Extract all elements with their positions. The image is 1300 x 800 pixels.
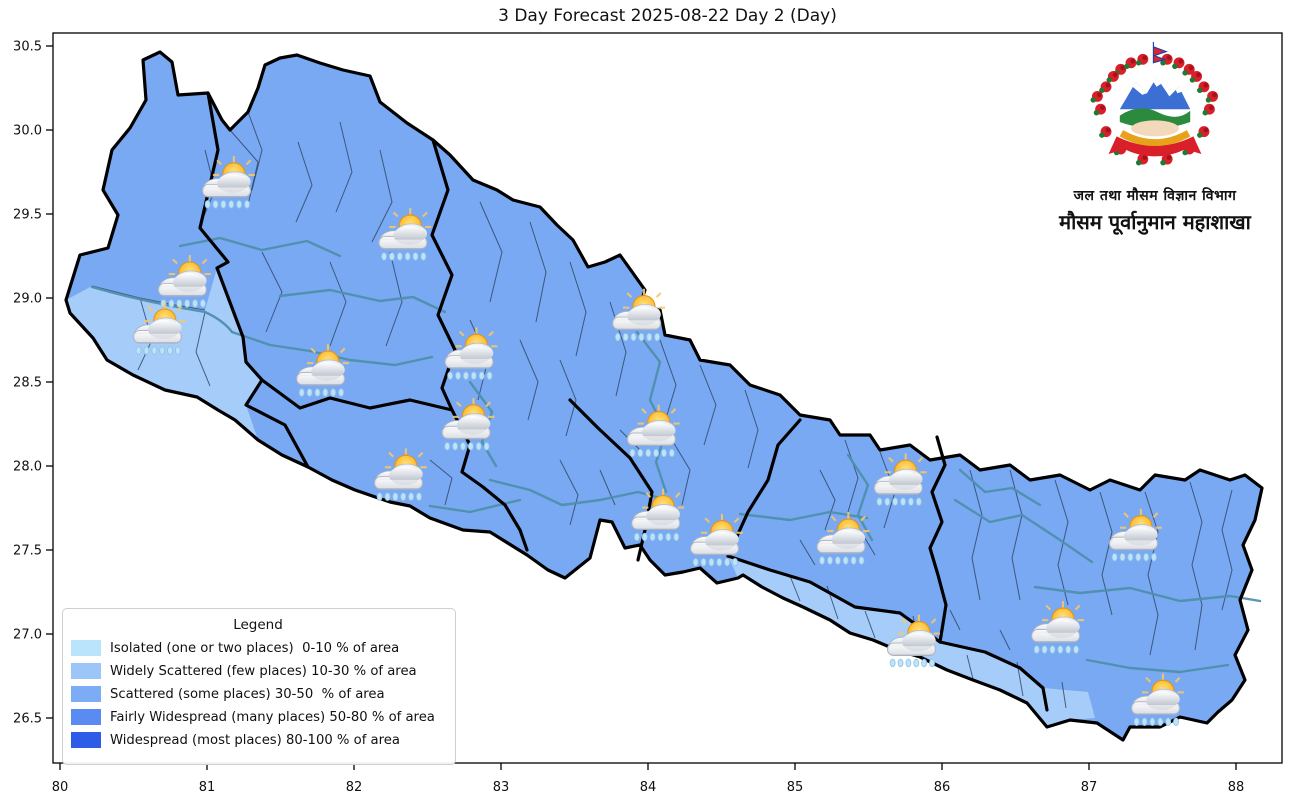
nepal-outline [64,50,1264,742]
y-tick-label: 28.0 [13,460,42,475]
dhm-division-name: मौसम पूर्वानुमान महाशाखा [1059,210,1251,234]
nepal-flag-icon [1152,42,1168,64]
y-axis: 30.5 30.0 29.5 29.0 28.5 28.0 27.5 27.0 26.5 [13,40,53,727]
plot-border [52,32,1283,764]
emblem-grain-arc [1119,130,1191,147]
legend-label: Scattered (some places) 30-50 % of area [110,686,385,702]
emblem-handshake [1131,120,1179,137]
legend-row: Widely Scattered (few places) 10-30 % of… [71,663,445,679]
legend-row: Scattered (some places) 30-50 % of area [71,686,445,702]
legend-swatch [71,709,101,725]
legend-label: Widely Scattered (few places) 10-30 % of… [110,663,417,679]
legend-swatch [71,640,101,656]
y-tick-label: 29.5 [13,208,42,223]
y-tick-label: 29.0 [13,292,42,307]
x-tick-label: 83 [493,780,510,795]
river-lines [90,236,1262,674]
legend-label: Fairly Widespread (many places) 50-80 % … [110,709,435,725]
legend-label: Widespread (most places) 80-100 % of are… [110,732,400,748]
legend-row: Isolated (one or two places) 0-10 % of a… [71,640,445,656]
legend-rows: Isolated (one or two places) 0-10 % of a… [71,640,445,748]
legend-label: Isolated (one or two places) 0-10 % of a… [110,640,400,656]
dhm-department-name: जल तथा मौसम विज्ञान विभाग [1073,188,1237,204]
x-tick-label: 80 [52,780,69,795]
x-tick-label: 86 [934,780,951,795]
x-tick-label: 87 [1081,780,1098,795]
y-tick-label: 28.5 [13,376,42,391]
x-tick-label: 84 [640,780,657,795]
dhm-branding: जल तथा मौसम विज्ञान विभाग मौसम पूर्वानुम… [1040,42,1270,235]
dhm-emblem [1090,42,1219,166]
legend-swatch [71,663,101,679]
nepal-country-shape [66,52,1262,740]
x-tick-label: 82 [346,780,363,795]
legend-swatch [71,732,101,748]
legend-box: Legend Isolated (one or two places) 0-10… [62,608,456,765]
y-tick-label: 30.5 [13,40,42,55]
y-tick-label: 27.5 [13,544,42,559]
x-tick-label: 85 [787,780,804,795]
legend-title: Legend [233,617,283,633]
emblem-ribbon [1108,136,1202,157]
figure-title: 3 Day Forecast 2025-08-22 Day 2 (Day) [498,6,837,26]
x-tick-label: 88 [1228,780,1245,795]
x-tick-label: 81 [199,780,216,795]
legend-row: Fairly Widespread (many places) 50-80 % … [71,709,445,725]
y-tick-label: 26.5 [13,712,42,727]
y-tick-label: 30.0 [13,124,42,139]
y-tick-label: 27.0 [13,628,42,643]
x-axis: 80 81 82 83 84 85 86 87 88 [52,763,1245,795]
legend-row: Widespread (most places) 80-100 % of are… [71,732,445,748]
legend-swatch [71,686,101,702]
